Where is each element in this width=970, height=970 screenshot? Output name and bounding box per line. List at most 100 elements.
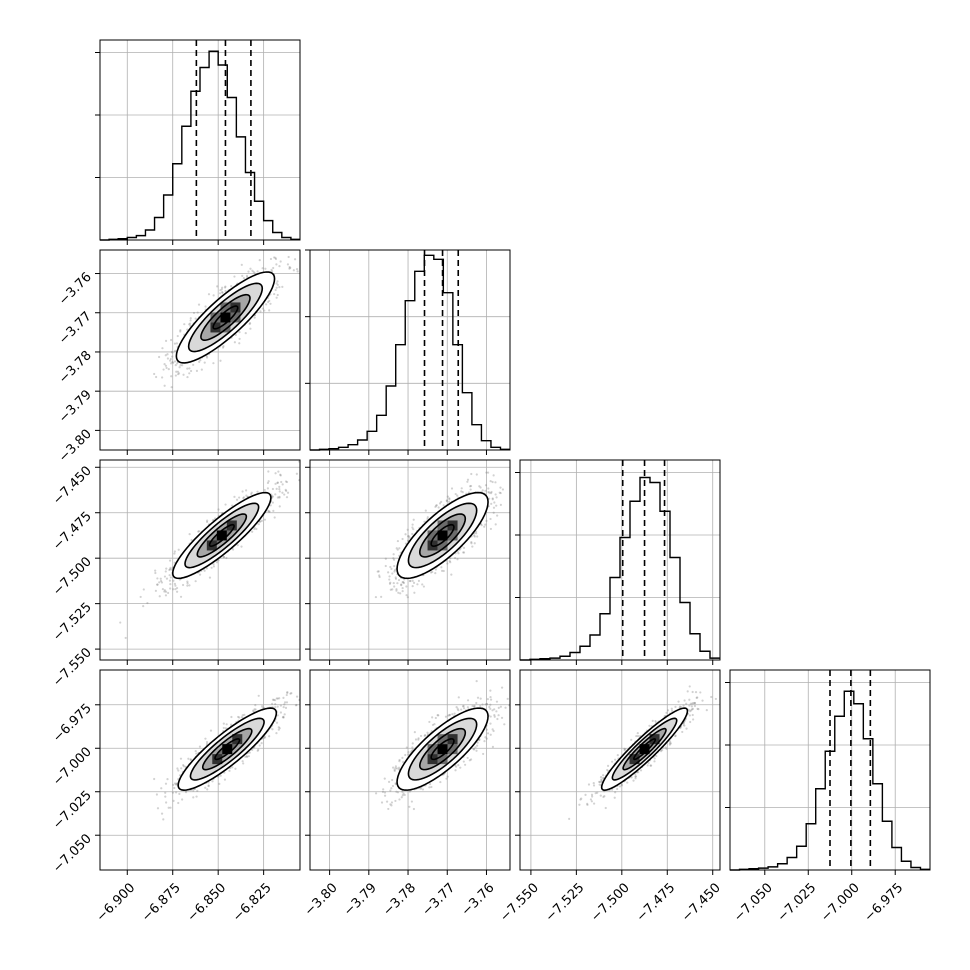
density-p1-p3-sample-point — [382, 788, 385, 791]
density-p1-p3-hist2d-cell — [427, 744, 438, 755]
density-p0-p3-sample-point — [283, 703, 286, 706]
density-p1-p3-sample-point — [462, 704, 465, 708]
density-p0-p2-ytick-label: −7.500 — [50, 554, 95, 599]
density-p0-p1-sample-point — [288, 267, 291, 270]
density-p1-p2-sample-point — [494, 523, 497, 526]
density-p0-p3-sample-point — [245, 755, 248, 758]
density-p0-p2-sample-point — [250, 492, 253, 496]
density-p0-p2-sample-point — [255, 527, 258, 531]
density-p0-p1-sample-point — [242, 277, 246, 280]
density-p0-p3-sample-point — [271, 702, 274, 705]
density-p0-p2-sample-point — [177, 548, 180, 551]
density-p1-p3-sample-point — [431, 723, 435, 727]
density-p0-p3-sample-point — [228, 769, 231, 772]
density-p1-p2-sample-point — [456, 494, 459, 497]
density-p0-p2-sample-point — [181, 583, 185, 587]
density-p2-p3-sample-point — [681, 730, 684, 734]
density-p0-p1-sample-point — [261, 267, 264, 270]
density-p1-p3-sample-point — [391, 784, 395, 788]
density-p0-p2-sample-point — [217, 508, 220, 511]
density-p1-p3-sample-point — [481, 703, 484, 706]
density-p0-p2-sample-point — [245, 489, 248, 492]
density-p0-p1-sample-point — [170, 386, 173, 389]
density-p2-p3-sample-point — [674, 735, 677, 738]
density-p1-p2-sample-point — [475, 532, 478, 535]
density-p0-p2-sample-point — [267, 480, 270, 483]
density-p1-p2-sample-point — [449, 557, 452, 560]
density-p0-p2-sample-point — [273, 516, 276, 519]
density-p0-p2-sample-point — [251, 530, 254, 533]
density-p1-p2-sample-point — [485, 471, 488, 474]
density-p1-p3-sample-point — [383, 777, 386, 780]
density-p1-p2-sample-point — [422, 585, 426, 588]
density-p1-p3-sample-point — [394, 765, 397, 768]
density-p2-p3-sample-point — [691, 690, 694, 694]
density-p1-p3-sample-point — [407, 753, 410, 756]
density-p0-p3-sample-point — [222, 726, 225, 730]
density-p0-p1-sample-point — [186, 375, 189, 379]
density-p0-p1-sample-point — [253, 271, 256, 275]
density-p0-p3-sample-point — [289, 692, 292, 695]
density-p1-p2-sample-point — [471, 545, 474, 548]
density-p0-p1-sample-point — [244, 332, 247, 335]
density-p1-p2-sample-point — [411, 523, 414, 526]
density-p0-p3-sample-point — [243, 713, 246, 716]
density-p0-p3-sample-point — [302, 691, 304, 693]
density-p1-p2-sample-point — [475, 473, 478, 476]
density-p0-p2-sample-point — [276, 481, 279, 484]
density-p2-p3-sample-point — [591, 795, 594, 798]
density-p2-p3-sample-point — [691, 707, 695, 710]
density-p0-p2-sample-point — [253, 527, 256, 531]
density-p2-p3-sample-point — [598, 780, 601, 783]
density-p0-p2-sample-point — [205, 567, 208, 570]
density-p0-p2-contour-line — [184, 502, 260, 569]
density-p1-p3-sample-point — [398, 798, 401, 801]
density-p1-p3-sample-point — [383, 791, 387, 794]
density-p0-p3-sample-point — [241, 714, 244, 717]
density-p1-p2-sample-point — [460, 490, 463, 493]
density-p0-p1-sample-point — [164, 354, 167, 357]
density-p1-p2-sample-point — [490, 502, 493, 505]
density-p0-p1-sample-point — [169, 357, 172, 361]
density-p0-p3-sample-point — [240, 716, 244, 719]
density-p2-p3-sample-point — [606, 764, 610, 767]
density-p0-p3-sample-point — [277, 728, 280, 731]
density-p0-p1-sample-point — [234, 333, 237, 337]
density-p0-p3-sample-point — [164, 791, 167, 794]
density-p1-p2-sample-point — [469, 488, 472, 491]
density-p0-p1-sample-point — [252, 270, 255, 273]
density-p0-p1-sample-point — [161, 347, 164, 350]
density-p0-p1-sample-point — [186, 367, 189, 370]
density-p1-p2-sample-point — [407, 535, 410, 538]
density-p0-p2-sample-point — [146, 601, 149, 605]
density-p2-p3-sample-point — [630, 738, 633, 741]
density-p1-p3-sample-point — [489, 703, 492, 706]
density-p2-p3-sample-point — [655, 754, 658, 758]
density-p0-p3-sample-point — [187, 757, 190, 760]
density-p1-p3-sample-point — [497, 714, 500, 717]
density-p0-p2-sample-point — [142, 588, 145, 591]
density-p0-p3-sample-point — [153, 777, 156, 781]
density-p2-p3-sample-point — [697, 708, 700, 711]
density-p2-p3-sample-point — [690, 709, 693, 712]
density-p0-p3-sample-point — [209, 729, 213, 732]
density-p2-p3-sample-point — [647, 761, 650, 765]
density-p0-p1-sample-point — [273, 256, 276, 259]
density-p0-p1-sample-point — [241, 274, 244, 277]
density-p2-p3-sample-point — [688, 714, 692, 717]
density-p0-p3-sample-point — [205, 740, 209, 744]
histogram-p0-frame — [99, 39, 301, 241]
density-p0-p1-sample-point — [268, 309, 271, 312]
density-p2-p3-sample-point — [680, 705, 683, 709]
density-p0-p1-hist2d-cell — [220, 322, 231, 333]
density-p0-p2-sample-point — [188, 532, 191, 536]
density-p0-p2-sample-point — [276, 481, 279, 484]
density-p0-p3-sample-point — [304, 717, 306, 719]
density-p1-p3-sample-point — [374, 792, 378, 795]
density-p0-p2-sample-point — [283, 493, 286, 496]
density-p0-p1-content — [153, 250, 299, 389]
density-p0-p3-sample-point — [169, 806, 172, 809]
density-p1-p3-sample-point — [484, 703, 487, 706]
density-p1-p2-sample-point — [389, 581, 392, 584]
density-p1-p3-sample-point — [397, 768, 401, 771]
